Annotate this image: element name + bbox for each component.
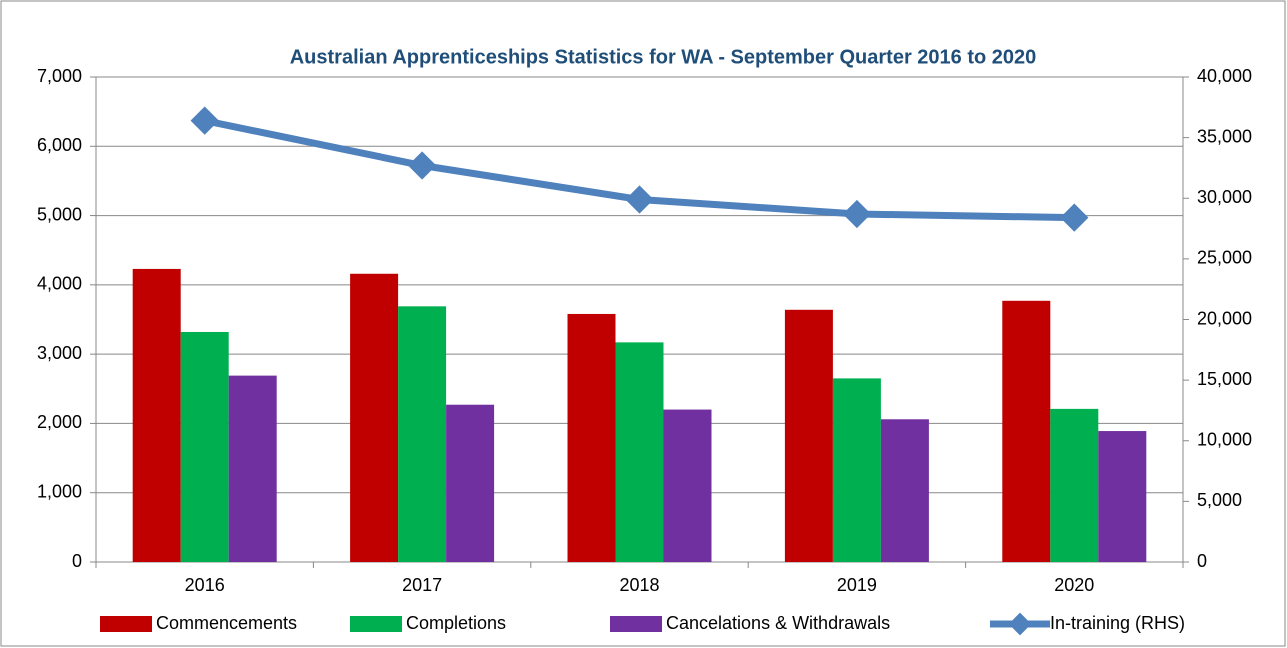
y2-tick-label: 35,000: [1197, 126, 1252, 146]
bar: [1002, 300, 1051, 562]
x-tick-label: 2019: [837, 575, 877, 595]
y-tick-label: 6,000: [37, 135, 82, 155]
bar: [880, 419, 929, 562]
bar: [1098, 431, 1147, 562]
legend-swatch: [1008, 612, 1032, 636]
line-marker: [625, 185, 654, 214]
y-tick-label: 7,000: [37, 66, 82, 86]
bar: [615, 342, 664, 562]
legend-swatch: [610, 616, 662, 632]
bar: [350, 273, 399, 562]
y2-tick-label: 25,000: [1197, 248, 1252, 268]
x-tick-label: 2020: [1054, 575, 1094, 595]
bar: [832, 378, 881, 562]
y-tick-label: 2,000: [37, 412, 82, 432]
bar: [567, 313, 616, 562]
legend-label: Completions: [406, 613, 506, 633]
line-marker: [1060, 203, 1089, 232]
legend-label: In-training (RHS): [1050, 613, 1185, 633]
bar: [132, 268, 181, 562]
bar: [663, 409, 712, 562]
y2-tick-label: 30,000: [1197, 187, 1252, 207]
bar: [228, 375, 277, 562]
bar: [398, 306, 447, 562]
legend-swatch: [100, 616, 152, 632]
line-marker: [842, 199, 872, 229]
y2-tick-label: 0: [1197, 551, 1207, 571]
bar: [1050, 408, 1099, 562]
y2-tick-label: 10,000: [1197, 430, 1252, 450]
y2-tick-label: 40,000: [1197, 66, 1252, 86]
bar: [784, 309, 833, 562]
y2-tick-label: 5,000: [1197, 490, 1242, 510]
y2-tick-label: 20,000: [1197, 308, 1252, 328]
legend-label: Commencements: [156, 613, 297, 633]
bar: [446, 404, 495, 562]
bar: [180, 331, 229, 562]
y-tick-label: 1,000: [37, 481, 82, 501]
legend-swatch: [350, 616, 402, 632]
y-tick-label: 5,000: [37, 204, 82, 224]
x-tick-label: 2018: [619, 575, 659, 595]
y-tick-label: 3,000: [37, 343, 82, 363]
x-tick-label: 2017: [402, 575, 442, 595]
y-tick-label: 0: [72, 551, 82, 571]
y-tick-label: 4,000: [37, 274, 82, 294]
x-tick-label: 2016: [185, 575, 225, 595]
y2-tick-label: 15,000: [1197, 369, 1252, 389]
chart-title: Australian Apprenticeships Statistics fo…: [290, 46, 1037, 68]
legend-label: Cancelations & Withdrawals: [666, 613, 890, 633]
